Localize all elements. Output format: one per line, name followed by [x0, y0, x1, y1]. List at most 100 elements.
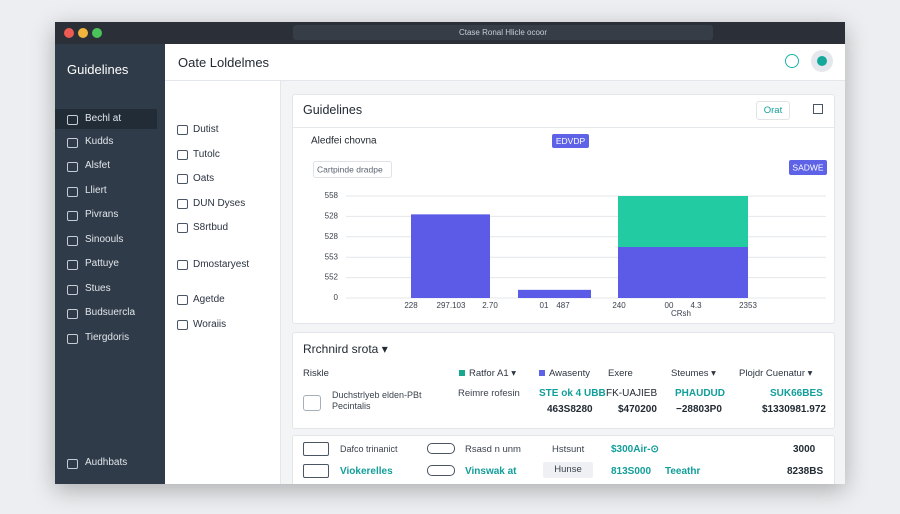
- header: Oate Loldelmes: [165, 44, 845, 81]
- save-button-text: SADWE: [792, 162, 824, 172]
- sidebar-item[interactable]: Lliert: [55, 181, 157, 201]
- column-header[interactable]: Steumes ▾: [671, 368, 716, 379]
- nav-item[interactable]: Dmostaryest: [177, 259, 250, 270]
- column-header[interactable]: Plojdr Cuenatur ▾: [739, 368, 813, 379]
- section-label: Aledfei chovna: [311, 136, 377, 147]
- list-cell: $300Air-⊙: [611, 444, 659, 455]
- list-cell: 8238BS: [787, 466, 824, 477]
- nav-item[interactable]: Dutist: [177, 124, 219, 135]
- save-button[interactable]: [789, 160, 827, 175]
- nav-item[interactable]: Oats: [177, 173, 215, 184]
- item-text: Tutolc: [193, 149, 220, 160]
- nav-item[interactable]: DUN Dyses: [177, 198, 246, 209]
- column-header: Riskle: [303, 368, 329, 379]
- nav-item[interactable]: Woraiis: [177, 319, 227, 330]
- y-tick-label: 528: [325, 212, 339, 221]
- list-chip[interactable]: Hunse: [543, 462, 593, 478]
- list-cell: Rsasd n unm: [465, 444, 521, 455]
- list-cell[interactable]: Viokerelles: [340, 466, 393, 477]
- item-icon: [177, 295, 188, 305]
- item-text: Sinoouls: [85, 234, 124, 245]
- column-header[interactable]: Ratfor A1 ▾: [459, 368, 516, 379]
- sidebar-item[interactable]: Tiergdoris: [55, 328, 157, 348]
- item-text: Pivrans: [85, 209, 119, 220]
- avatar[interactable]: [811, 50, 833, 72]
- x-axis-label: CRsh: [671, 309, 691, 318]
- toggle-icon[interactable]: [427, 465, 455, 476]
- item-text: Kudds: [85, 136, 114, 147]
- sidebar-item[interactable]: Stues: [55, 279, 157, 299]
- help-icon[interactable]: [785, 54, 799, 68]
- cell: SUK66BES: [770, 388, 823, 399]
- list-cell: Vinswak at: [465, 466, 517, 477]
- item-icon: [177, 199, 188, 209]
- panel-button[interactable]: Orat: [756, 101, 790, 120]
- list-cell[interactable]: Dafco trinanict: [340, 444, 398, 454]
- x-label: 297.103: [437, 301, 466, 310]
- close-button[interactable]: [64, 28, 74, 38]
- item-text: Stues: [85, 283, 111, 294]
- nav-item[interactable]: Tutolc: [177, 149, 220, 160]
- sidebar-item[interactable]: Kudds: [55, 132, 157, 152]
- item-icon: [177, 260, 188, 270]
- share-icon[interactable]: [813, 104, 823, 114]
- cell: PHAUDUD: [675, 388, 725, 399]
- sidebar-item[interactable]: Pattuye: [55, 254, 157, 274]
- column-header[interactable]: Awasenty: [539, 368, 590, 379]
- item-icon: [177, 223, 188, 233]
- bar: [618, 247, 748, 298]
- item-icon: [67, 334, 78, 344]
- chart-panel: Guidelines Orat Aledfei chovna EDVDP Car…: [292, 94, 835, 324]
- list-cell: 3000: [793, 444, 816, 455]
- chart: Aledfei chovna EDVDP Cartpinde dradpe SA…: [311, 134, 827, 318]
- filter-box[interactable]: [313, 161, 392, 178]
- x-label: 228: [404, 301, 418, 310]
- bar: [618, 196, 748, 247]
- cell: $1330981.972: [762, 404, 826, 415]
- item-icon: [67, 115, 78, 125]
- item-icon: [177, 150, 188, 160]
- list-cell: Teeathr: [665, 466, 701, 477]
- item-icon: [67, 162, 78, 172]
- filter-text: Cartpinde dradpe: [317, 164, 383, 174]
- y-tick-label: 552: [325, 273, 339, 282]
- divider: [293, 127, 834, 128]
- y-tick-label: 528: [325, 232, 339, 241]
- nav-item[interactable]: S8rtbud: [177, 222, 228, 233]
- badge[interactable]: [552, 134, 589, 148]
- item-text: Tiergdoris: [85, 332, 130, 343]
- footer-text: Audhbats: [85, 457, 128, 468]
- item-icon: [177, 174, 188, 184]
- sidebar-item[interactable]: Pivrans: [55, 205, 157, 225]
- sidebar-item[interactable]: Sinoouls: [55, 230, 157, 250]
- cell: 463S8280: [547, 404, 593, 415]
- sidebar-item[interactable]: Bechl at: [55, 109, 157, 129]
- row-label-line: Pecintalis: [332, 401, 371, 411]
- title-bar: Ctase Ronal Hlicle ocoor: [55, 22, 845, 44]
- nav-item[interactable]: Agetde: [177, 294, 225, 305]
- sidebar-footer[interactable]: Audhbats: [55, 453, 157, 473]
- x-label: 00: [665, 301, 674, 310]
- zoom-button[interactable]: [92, 28, 102, 38]
- x-label: 2.70: [482, 301, 498, 310]
- item-text: Woraiis: [193, 319, 227, 330]
- toggle-icon[interactable]: [427, 443, 455, 454]
- minimize-button[interactable]: [78, 28, 88, 38]
- sidebar-item[interactable]: Alsfet: [55, 156, 157, 176]
- address-bar[interactable]: Ctase Ronal Hlicle ocoor: [293, 25, 713, 40]
- table-panel: Rrchnird srota ▾ Riskle Ratfor A1 ▾ Awas…: [292, 332, 835, 429]
- header-text: Ratfor A1 ▾: [469, 368, 517, 379]
- cell: Reimre rofesin: [458, 388, 520, 399]
- item-text: Oats: [193, 173, 215, 184]
- item-text: Lliert: [85, 185, 107, 196]
- item-text: Dmostaryest: [193, 259, 250, 270]
- cell: $470200: [618, 404, 657, 415]
- item-text: Bechl at: [85, 113, 122, 124]
- item-icon: [177, 125, 188, 135]
- item-text: Pattuye: [85, 258, 119, 269]
- sidebar-item[interactable]: Budsuercla: [55, 303, 157, 323]
- x-label: 4.3: [690, 301, 702, 310]
- table-title[interactable]: Rrchnird srota ▾: [303, 342, 388, 356]
- item-text: DUN Dyses: [193, 198, 246, 209]
